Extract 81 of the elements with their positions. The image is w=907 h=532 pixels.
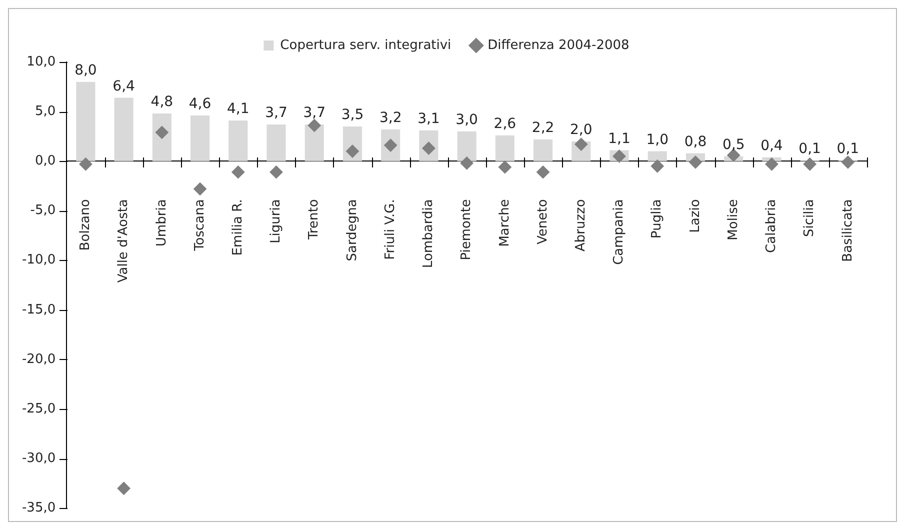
bar: [534, 139, 553, 162]
x-tick-label: Sardegna: [344, 199, 360, 262]
x-tick-label: Toscana: [192, 199, 208, 252]
data-label: 4,8: [150, 94, 174, 110]
data-label: 0,5: [722, 136, 745, 153]
point: [498, 160, 512, 174]
bar: [190, 116, 210, 162]
data-label: 8,0: [74, 62, 97, 78]
data-label: 3,5: [341, 107, 364, 124]
bar: [495, 135, 514, 162]
x-tick-label: Sicilia: [802, 199, 818, 237]
y-tick-label: -15,0: [22, 302, 56, 318]
y-tick-label: -25,0: [22, 401, 56, 416]
point: [765, 158, 778, 171]
bar: [304, 124, 324, 162]
x-tick-label: Bolzano: [78, 199, 94, 251]
point: [460, 156, 474, 170]
point: [536, 166, 550, 179]
x-tick-label: Calabria: [764, 199, 780, 253]
point: [308, 118, 321, 132]
data-label: 3,1: [418, 111, 440, 128]
bar: [457, 131, 476, 162]
point: [117, 482, 130, 495]
data-label: 3,2: [379, 110, 402, 126]
x-tick-label: Lombardia: [421, 199, 436, 268]
y-tick-label: 10,0: [26, 54, 56, 70]
point: [232, 166, 245, 179]
data-label: 3,0: [456, 112, 478, 128]
x-tick-label: Puglia: [650, 199, 665, 238]
x-tick-label: Emilia R.: [230, 199, 246, 256]
x-tick-label: Abruzzo: [574, 199, 589, 252]
y-tick-label: 5,0: [34, 104, 56, 119]
x-tick-label: Marche: [497, 199, 512, 247]
x-tick-label: Valle d'Aosta: [116, 199, 132, 283]
bar: [114, 98, 134, 162]
data-label: 2,0: [570, 122, 592, 138]
x-tick-label: Veneto: [535, 199, 550, 244]
data-label: 4,6: [188, 96, 212, 112]
point: [79, 158, 92, 171]
x-tick-label: Lazio: [688, 199, 703, 233]
y-tick-label: -30,0: [22, 450, 56, 466]
x-tick-label: Campania: [612, 199, 627, 265]
point: [346, 144, 359, 158]
x-tick-label: Molise: [726, 199, 741, 240]
point: [194, 182, 207, 196]
point: [574, 138, 588, 151]
data-label: 4,1: [227, 101, 250, 118]
y-tick-label: 0,0: [34, 154, 56, 169]
point: [650, 160, 664, 173]
data-label: 0,1: [798, 140, 821, 157]
data-label: 2,6: [494, 116, 516, 132]
bar: [228, 120, 248, 162]
y-tick-label: -20,0: [22, 352, 56, 367]
legend-label: Copertura serv. integrativi: [280, 38, 452, 53]
data-label: 1,1: [608, 130, 630, 147]
point: [803, 158, 816, 171]
x-tick-label: Piemonte: [459, 199, 474, 260]
x-tick-label: Friuli V.G.: [382, 199, 398, 260]
y-tick-label: -10,0: [22, 252, 56, 268]
data-label: 3,7: [265, 105, 288, 122]
data-label: 3,7: [303, 105, 326, 122]
data-label: 1,0: [646, 132, 668, 148]
legend-label: Differenza 2004-2008: [488, 38, 630, 53]
data-label: 0,8: [684, 134, 707, 150]
bar: [76, 82, 96, 162]
y-tick-label: -35,0: [22, 500, 56, 516]
data-label: 2,2: [532, 120, 554, 136]
x-tick-label: Trento: [306, 199, 322, 241]
point: [688, 156, 702, 169]
x-tick-label: Basilicata: [840, 199, 856, 262]
x-tick-label: Liguria: [268, 199, 284, 244]
data-label: 0,1: [836, 140, 860, 157]
bar: [648, 151, 667, 162]
x-tick-label: Umbria: [154, 199, 170, 247]
point: [270, 166, 283, 179]
point: [841, 156, 854, 169]
bar: [266, 124, 286, 162]
data-label: 6,4: [112, 78, 136, 94]
data-label: 0,4: [760, 138, 783, 154]
point: [612, 150, 626, 163]
y-tick-label: -5,0: [30, 203, 56, 218]
